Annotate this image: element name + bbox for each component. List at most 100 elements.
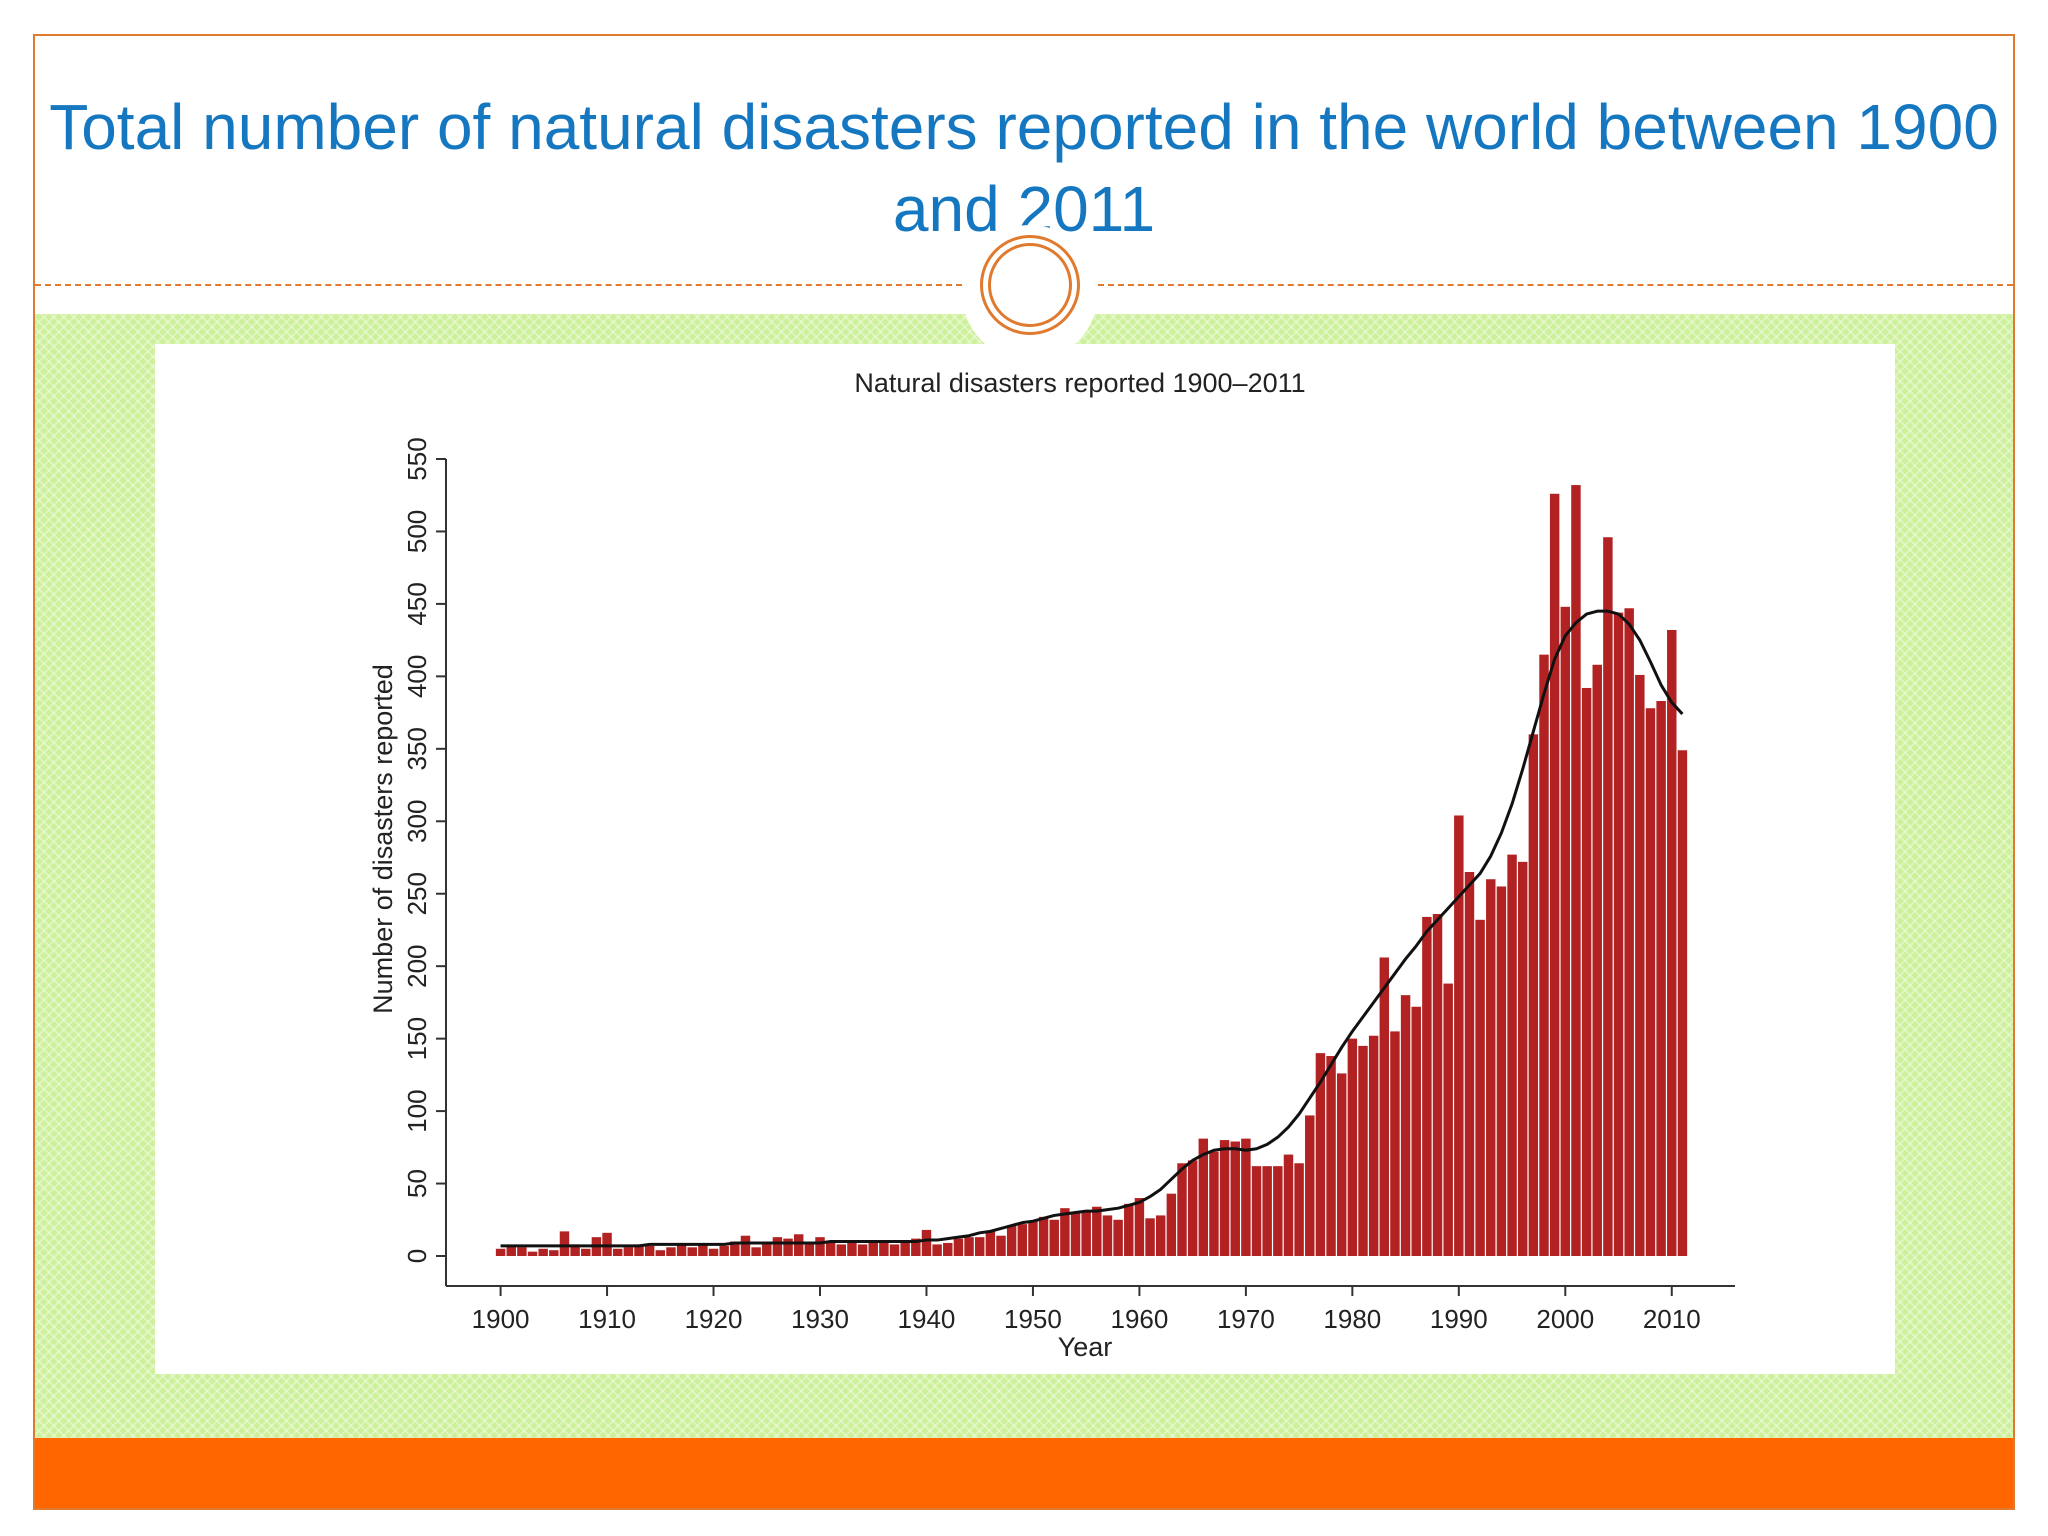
bar-1981: [1358, 1045, 1368, 1256]
circle-ornament-inner-icon: [988, 243, 1072, 327]
bar-group: [495, 485, 1688, 1256]
y-tick-label-100: 100: [402, 1089, 432, 1132]
bar-1934: [857, 1244, 868, 1256]
bar-1974: [1283, 1154, 1294, 1256]
title-divider-left: [35, 284, 962, 286]
bar-1996: [1517, 861, 1528, 1256]
x-tick-label-1960: 1960: [1110, 1304, 1168, 1334]
x-axis-label: Year: [1058, 1332, 1113, 1362]
bar-2003: [1592, 664, 1602, 1256]
y-tick-label-150: 150: [402, 1017, 432, 1060]
bar-1902: [517, 1247, 527, 1256]
bar-1943: [953, 1238, 964, 1256]
bar-1977: [1315, 1053, 1326, 1256]
bar-1956: [1092, 1206, 1102, 1256]
chart-panel: Natural disasters reported 1900–2011 Yea…: [155, 344, 1895, 1374]
bar-2011: [1677, 750, 1688, 1256]
footer-bar: [35, 1438, 2013, 1508]
x-tick-label-1900: 1900: [472, 1304, 530, 1334]
bar-2009: [1656, 701, 1666, 1256]
bar-1946: [985, 1231, 996, 1256]
bar-1995: [1507, 854, 1517, 1256]
bar-1929: [804, 1242, 815, 1256]
title-divider-right: [1098, 284, 2013, 286]
x-tick-label-1910: 1910: [578, 1304, 636, 1334]
bar-1952: [1049, 1219, 1059, 1256]
bar-1935: [868, 1240, 878, 1256]
y-tick-label-450: 450: [402, 582, 432, 625]
bar-1922: [730, 1241, 740, 1256]
bar-1926: [772, 1237, 783, 1256]
bar-2002: [1581, 687, 1592, 1256]
bar-1923: [740, 1235, 751, 1256]
bar-1966: [1198, 1138, 1209, 1256]
bar-1969: [1230, 1141, 1240, 1256]
bar-1912: [623, 1247, 634, 1256]
bar-1978: [1326, 1056, 1336, 1256]
bar-1936: [879, 1242, 889, 1256]
y-tick-label-350: 350: [402, 727, 432, 770]
x-tick-label-1990: 1990: [1430, 1304, 1488, 1334]
bar-1971: [1251, 1166, 1262, 1256]
chart-title: Natural disasters reported 1900–2011: [854, 368, 1305, 398]
x-tick-label-1930: 1930: [791, 1304, 849, 1334]
bar-1903: [527, 1251, 538, 1256]
bar-1958: [1113, 1219, 1123, 1256]
bar-1930: [815, 1237, 825, 1256]
bar-1957: [1102, 1215, 1113, 1256]
bar-1997: [1528, 734, 1539, 1256]
bar-1949: [1017, 1224, 1028, 1256]
bar-1927: [783, 1238, 793, 1256]
bar-1951: [1038, 1216, 1049, 1256]
bar-1938: [900, 1241, 910, 1256]
bar-2000: [1560, 606, 1571, 1256]
x-tick-label-1950: 1950: [1004, 1304, 1062, 1334]
bar-1970: [1241, 1138, 1251, 1256]
bar-1990: [1454, 815, 1464, 1256]
bar-2010: [1667, 629, 1677, 1256]
bar-1940: [921, 1229, 932, 1256]
x-tick-label-2010: 2010: [1643, 1304, 1701, 1334]
bar-1975: [1294, 1163, 1304, 1256]
bar-1991: [1464, 871, 1475, 1256]
bar-1963: [1166, 1193, 1177, 1256]
bar-1993: [1486, 879, 1496, 1256]
bar-1985: [1400, 995, 1411, 1256]
bar-1901: [506, 1245, 516, 1256]
bar-1920: [708, 1248, 719, 1256]
x-tick-label-1920: 1920: [685, 1304, 743, 1334]
bar-1914: [644, 1245, 655, 1256]
bar-1998: [1539, 654, 1549, 1256]
y-axis-label: Number of disasters reported: [368, 664, 398, 1014]
bar-1906: [559, 1231, 570, 1256]
bar-1913: [634, 1244, 644, 1256]
bar-1937: [889, 1244, 900, 1256]
bar-1961: [1145, 1218, 1155, 1256]
bar-2008: [1645, 708, 1656, 1256]
bar-1947: [996, 1235, 1006, 1256]
bar-1999: [1549, 493, 1560, 1256]
bar-1907: [570, 1244, 580, 1256]
bar-1932: [836, 1244, 847, 1256]
bar-1988: [1432, 914, 1443, 1256]
bar-chart: Natural disasters reported 1900–2011 Yea…: [368, 368, 1735, 1362]
x-tick-label-1980: 1980: [1323, 1304, 1381, 1334]
y-tick-label-0: 0: [402, 1249, 432, 1263]
x-tick-label-1970: 1970: [1217, 1304, 1275, 1334]
bar-1944: [964, 1237, 974, 1256]
y-tick-label-300: 300: [402, 800, 432, 843]
bar-1964: [1177, 1163, 1187, 1256]
bar-1982: [1368, 1035, 1379, 1256]
y-tick-label-200: 200: [402, 944, 432, 987]
bar-1921: [719, 1245, 729, 1256]
bar-1948: [1006, 1225, 1017, 1256]
bar-1950: [1028, 1221, 1038, 1256]
bar-1924: [751, 1247, 761, 1256]
bar-1955: [1081, 1211, 1091, 1256]
bar-1967: [1209, 1151, 1219, 1256]
y-tick-label-50: 50: [402, 1169, 432, 1198]
bar-1962: [1155, 1215, 1166, 1256]
bar-1987: [1422, 916, 1432, 1256]
bar-1960: [1134, 1198, 1145, 1256]
bar-1972: [1262, 1166, 1272, 1256]
